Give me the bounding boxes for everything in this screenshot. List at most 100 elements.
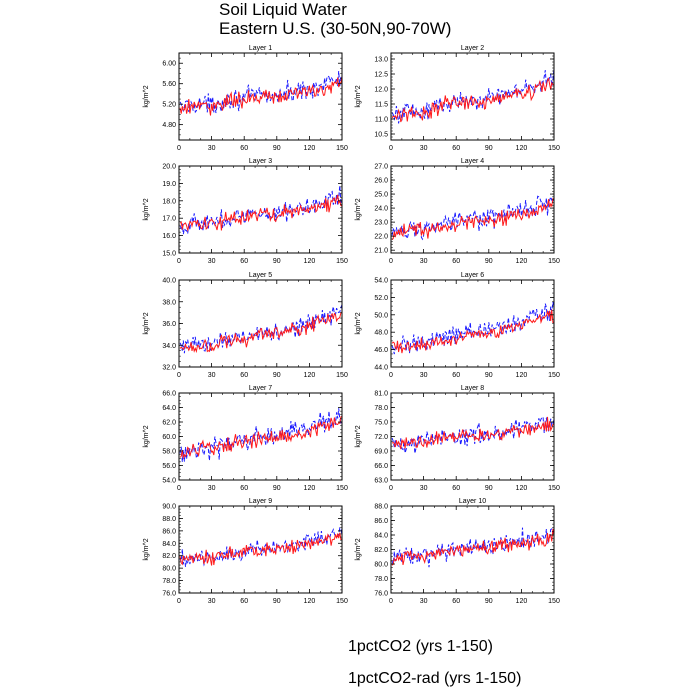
x-tick-label: 0 <box>389 258 393 265</box>
y-tick-label: 80.0 <box>374 562 388 569</box>
x-tick-label: 60 <box>452 372 460 379</box>
y-tick-label: 4.80 <box>162 122 176 129</box>
figure-subtitle: Eastern U.S. (30-50N,90-70W) <box>219 19 452 38</box>
panel-title: Layer 9 <box>249 498 272 505</box>
x-tick-label: 60 <box>240 598 248 605</box>
y-tick-label: 21.0 <box>374 248 388 255</box>
x-tick-label: 120 <box>516 485 528 492</box>
y-axis-label: kg/m^2 <box>355 312 362 334</box>
series-line-1pctco2-rad <box>179 416 343 460</box>
x-tick-label: 30 <box>208 145 216 152</box>
legend-label-1pctco2: 1pctCO2 (yrs 1-150) <box>348 638 493 655</box>
y-axis-label: kg/m^2 <box>143 538 150 560</box>
y-tick-label: 50.0 <box>374 312 388 319</box>
plot-frame <box>178 392 343 481</box>
series-line-1pctco2-rad <box>391 309 555 354</box>
series-line-1pctco2 <box>179 408 343 462</box>
y-tick-label: 5.20 <box>162 102 176 109</box>
x-tick-label: 120 <box>516 372 528 379</box>
panel-title: Layer 8 <box>461 385 484 392</box>
x-tick-label: 0 <box>177 145 181 152</box>
x-tick-label: 60 <box>240 372 248 379</box>
y-tick-label: 56.0 <box>162 463 176 470</box>
y-tick-label: 17.0 <box>162 216 176 223</box>
x-tick-label: 0 <box>389 485 393 492</box>
y-tick-label: 76.0 <box>162 591 176 598</box>
plot-frame <box>390 279 555 368</box>
x-tick-label: 150 <box>336 258 348 265</box>
y-tick-label: 20.0 <box>162 164 176 171</box>
y-tick-label: 48.0 <box>374 330 388 337</box>
chart-panel-9: Layer 9 kg/m^2 0 30 60 90 120 150 76.0 78.0 80.0 82… <box>143 498 348 605</box>
x-tick-label: 30 <box>420 258 428 265</box>
y-tick-label: 66.0 <box>374 463 388 470</box>
y-tick-label: 78.0 <box>374 576 388 583</box>
panel-title: Layer 7 <box>249 385 272 392</box>
y-tick-label: 58.0 <box>162 449 176 456</box>
x-tick-label: 90 <box>273 258 281 265</box>
x-tick-label: 30 <box>208 258 216 265</box>
y-tick-label: 10.5 <box>374 132 388 139</box>
y-tick-label: 64.0 <box>162 405 176 412</box>
series-line-1pctco2 <box>179 185 343 235</box>
y-tick-label: 88.0 <box>374 504 388 511</box>
x-tick-label: 90 <box>485 145 493 152</box>
y-tick-label: 54.0 <box>374 278 388 285</box>
y-tick-label: 78.0 <box>374 405 388 412</box>
y-tick-label: 15.0 <box>162 251 176 258</box>
series-line-1pctco2 <box>391 416 555 454</box>
x-tick-label: 90 <box>273 598 281 605</box>
series-line-1pctco2 <box>391 195 555 241</box>
x-tick-label: 90 <box>485 485 493 492</box>
x-tick-label: 60 <box>240 485 248 492</box>
x-tick-label: 30 <box>208 598 216 605</box>
y-tick-label: 22.0 <box>374 234 388 241</box>
legend-item-1pctco2: 1pctCO2 (yrs 1-150) <box>160 637 580 659</box>
y-axis-label: kg/m^2 <box>355 425 362 447</box>
x-tick-label: 60 <box>452 485 460 492</box>
y-tick-label: 69.0 <box>374 449 388 456</box>
series-line-1pctco2-rad <box>179 312 342 354</box>
x-tick-label: 120 <box>516 145 528 152</box>
x-tick-label: 30 <box>420 372 428 379</box>
y-tick-label: 24.0 <box>374 206 388 213</box>
y-axis-label: kg/m^2 <box>143 85 150 107</box>
series-line-1pctco2-rad <box>391 198 555 241</box>
y-tick-label: 32.0 <box>162 365 176 372</box>
x-tick-label: 60 <box>452 258 460 265</box>
panel-title: Layer 2 <box>461 45 484 52</box>
y-tick-label: 40.0 <box>162 278 176 285</box>
y-tick-label: 76.0 <box>374 591 388 598</box>
y-tick-label: 11.5 <box>375 102 388 109</box>
y-tick-label: 12.5 <box>374 72 388 79</box>
chart-panel-10: Layer 10 kg/m^2 0 30 60 90 120 150 76.0 78.0 80.0 8… <box>355 498 560 605</box>
chart-panel-1: Layer 1 kg/m^2 0 30 60 90 120 150 4.80 5.20 5.60 6.… <box>143 45 348 152</box>
plot-frame <box>390 165 555 254</box>
panel-title: Layer 3 <box>249 158 272 165</box>
series-line-1pctco2-rad <box>391 416 555 450</box>
panel-title: Layer 6 <box>461 272 484 279</box>
x-tick-label: 150 <box>548 258 560 265</box>
x-tick-label: 120 <box>516 258 528 265</box>
x-tick-label: 120 <box>304 598 316 605</box>
y-tick-label: 63.0 <box>374 478 388 485</box>
x-tick-label: 150 <box>548 485 560 492</box>
x-tick-label: 90 <box>273 372 281 379</box>
x-tick-label: 60 <box>240 145 248 152</box>
y-axis-label: kg/m^2 <box>355 198 362 220</box>
chart-grid: Layer 1 kg/m^2 0 30 60 90 120 150 4.80 5.20 5.60 6.… <box>143 45 560 605</box>
y-tick-label: 90.0 <box>162 504 176 511</box>
x-tick-label: 0 <box>389 598 393 605</box>
x-tick-label: 120 <box>304 485 316 492</box>
x-tick-label: 90 <box>273 485 281 492</box>
x-tick-label: 120 <box>304 372 316 379</box>
y-tick-label: 34.0 <box>162 343 176 350</box>
y-tick-label: 66.0 <box>162 391 176 398</box>
legend: 1pctCO2 (yrs 1-150) 1pctCO2-rad (yrs 1-1… <box>160 637 580 697</box>
y-tick-label: 62.0 <box>162 420 176 427</box>
plot-frame <box>178 279 343 368</box>
figure-title: Soil Liquid Water <box>219 0 347 19</box>
plot-frame <box>178 165 343 254</box>
y-axis-label: kg/m^2 <box>355 85 362 107</box>
y-tick-label: 12.0 <box>374 87 388 94</box>
